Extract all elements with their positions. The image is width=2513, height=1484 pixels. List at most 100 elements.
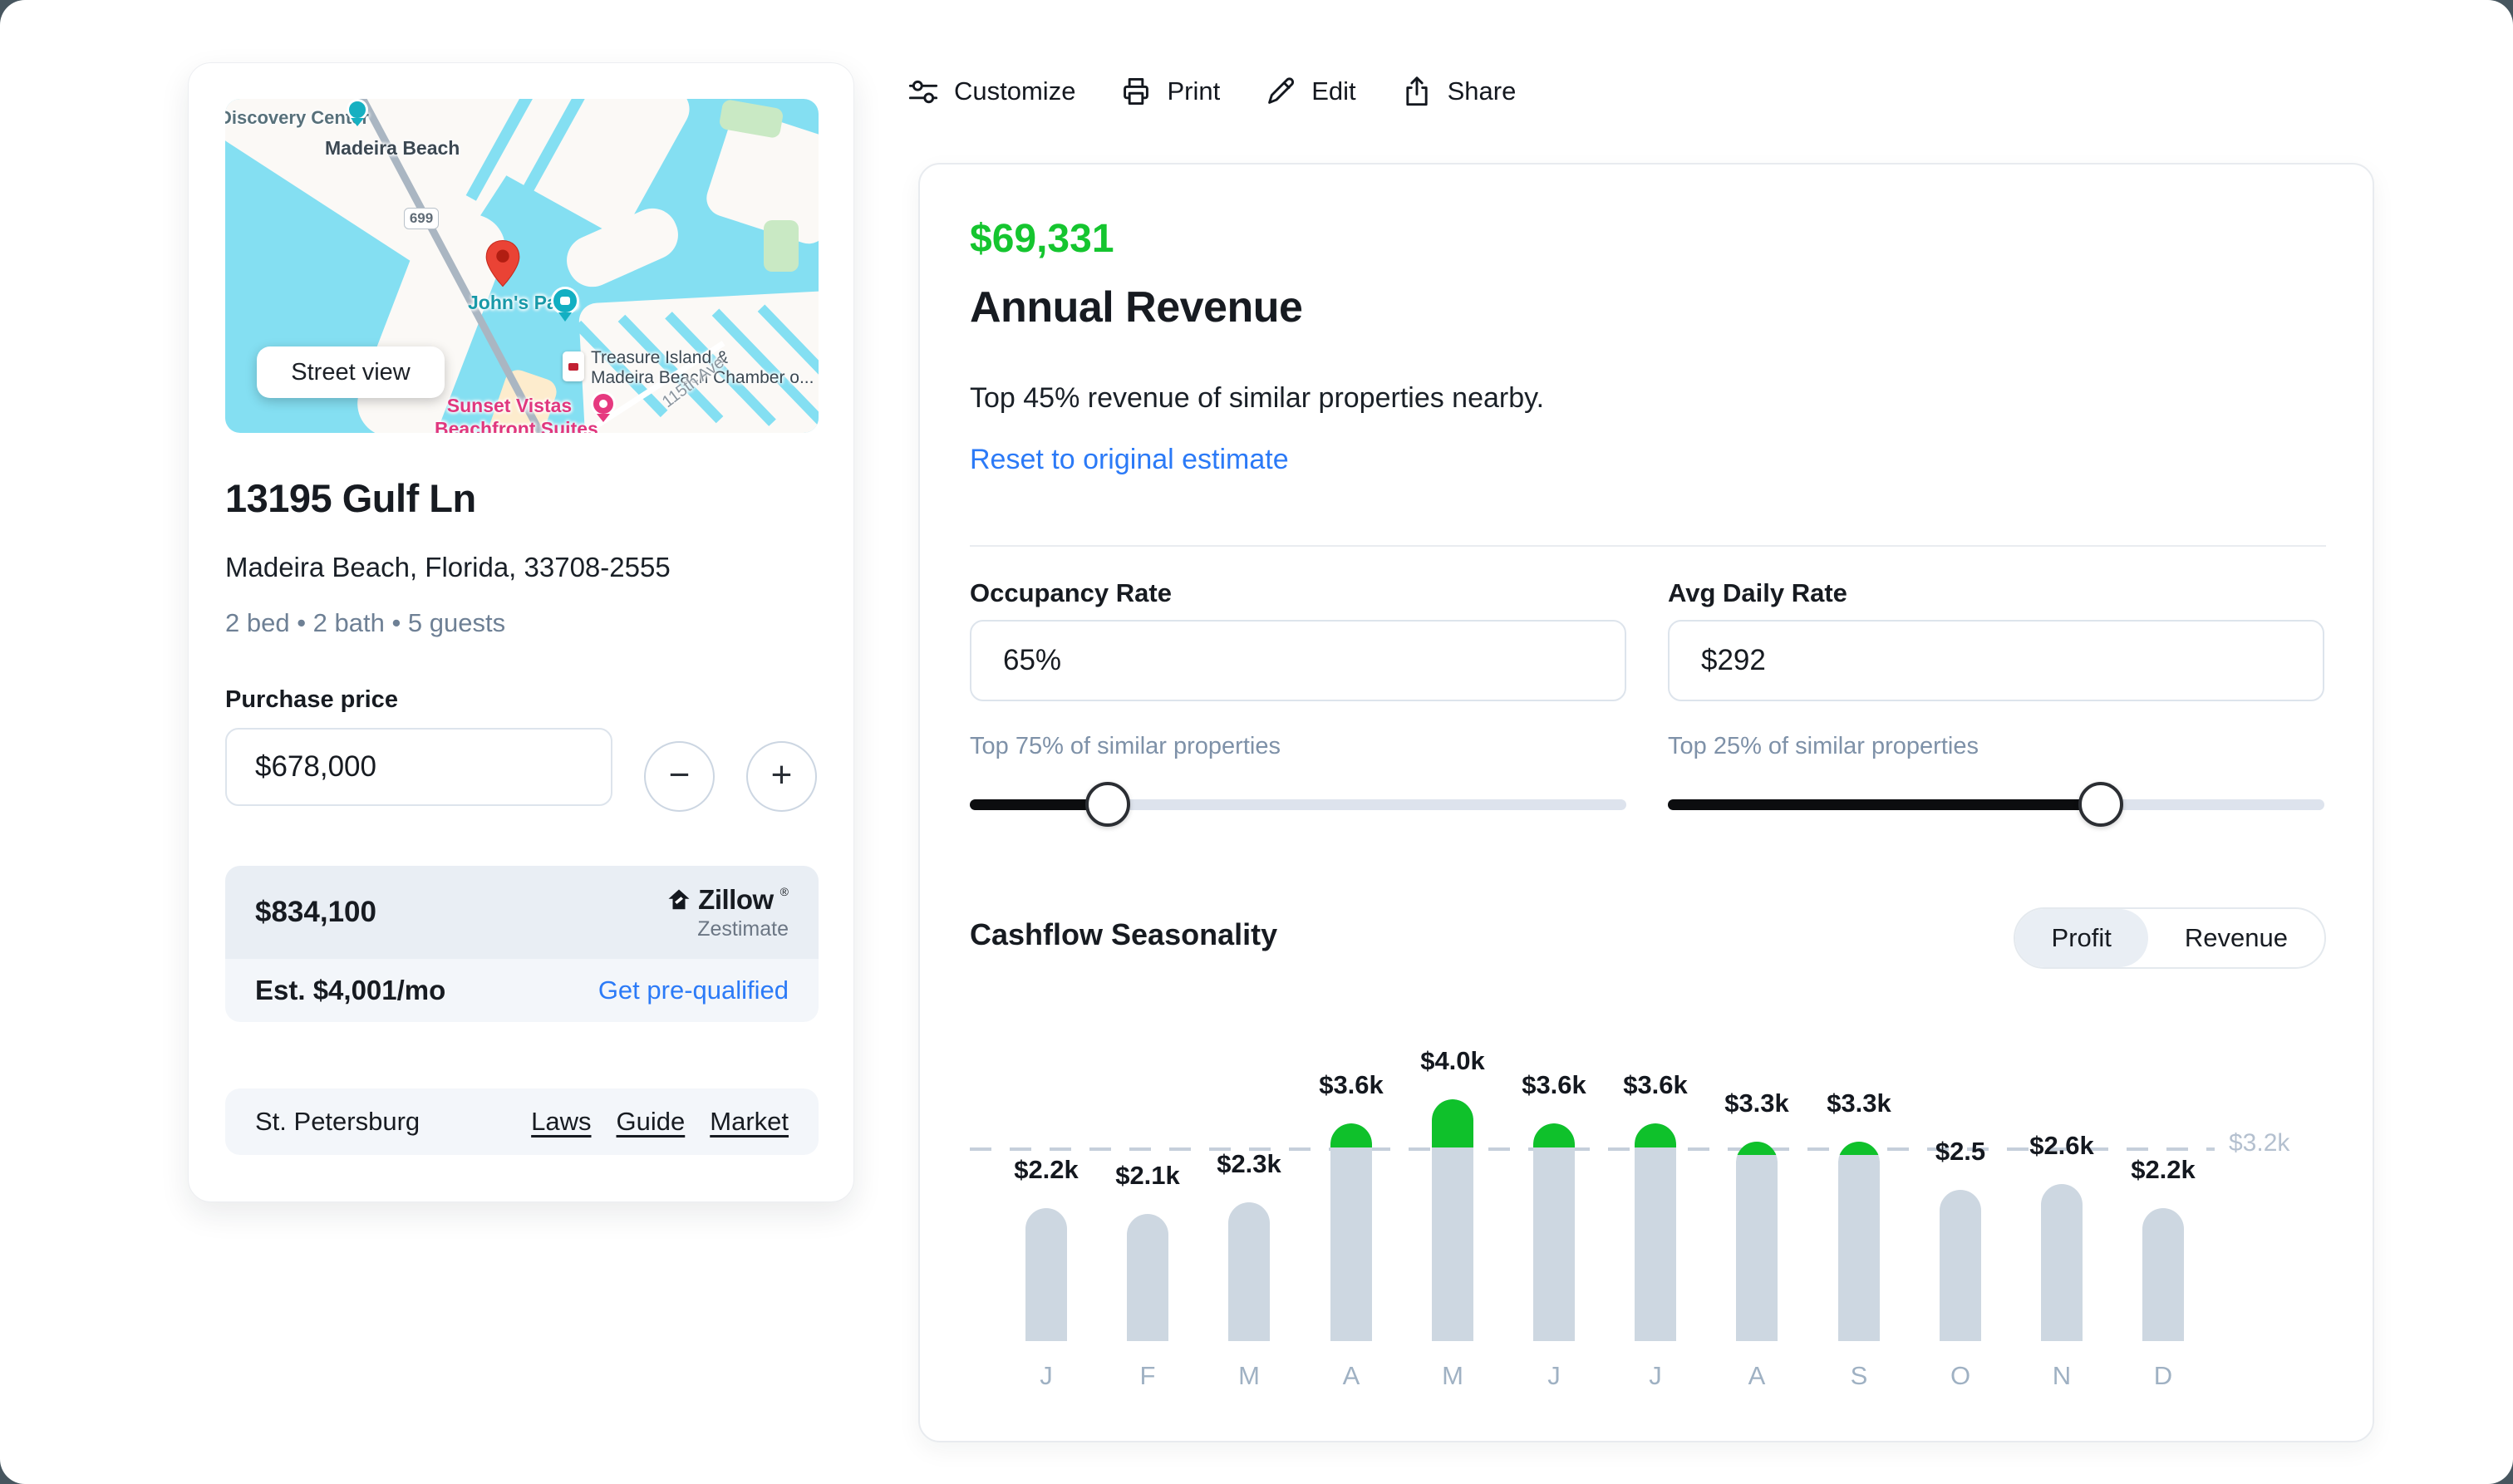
- chart-month-label: M: [1238, 1361, 1260, 1390]
- guide-link[interactable]: Guide: [616, 1107, 686, 1136]
- chart-month-label: J: [1040, 1361, 1053, 1390]
- occupancy-caption: Top 75% of similar properties: [970, 733, 1281, 759]
- increase-price-button[interactable]: +: [746, 741, 817, 812]
- chart-bar-profit-cap: [1432, 1099, 1473, 1147]
- customize-icon: [908, 80, 938, 104]
- occupancy-rate-input[interactable]: [970, 620, 1626, 701]
- prequalified-link[interactable]: Get pre-qualified: [598, 975, 789, 1005]
- map-route-badge: 699: [404, 208, 439, 229]
- market-row: St. Petersburg Laws Guide Market: [225, 1088, 819, 1155]
- share-button[interactable]: Share: [1401, 76, 1517, 107]
- annual-revenue-subtitle: Top 45% revenue of similar properties ne…: [970, 382, 1545, 414]
- chart-bar-profit-cap: [1330, 1123, 1372, 1147]
- chart-bar-value-label: $2.2k: [2131, 1155, 2196, 1184]
- chart-bar: [1432, 1099, 1473, 1341]
- chart-bar-value-label: $4.0k: [1420, 1046, 1485, 1075]
- chart-month-label: F: [1139, 1361, 1156, 1390]
- decrease-price-button[interactable]: −: [644, 741, 715, 812]
- annual-revenue-title: Annual Revenue: [970, 283, 1303, 332]
- mortgage-estimate: Est. $4,001/mo: [255, 975, 446, 1005]
- edit-label: Edit: [1311, 76, 1356, 106]
- customize-button[interactable]: Customize: [907, 76, 1075, 107]
- chart-bar: [1330, 1123, 1372, 1341]
- print-icon: [1124, 78, 1149, 105]
- chart-month-label: A: [1748, 1361, 1766, 1390]
- revenue-panel: $69,331 Annual Revenue Top 45% revenue o…: [918, 163, 2374, 1442]
- occupancy-rate-label: Occupancy Rate: [970, 578, 1172, 607]
- avg-daily-rate-input[interactable]: [1668, 620, 2324, 701]
- edit-button[interactable]: Edit: [1265, 76, 1356, 107]
- occupancy-slider-thumb[interactable]: [1084, 782, 1130, 827]
- chart-bar-value-label: $3.6k: [1522, 1070, 1586, 1099]
- chart-month-label: A: [1342, 1361, 1360, 1390]
- zillow-house-icon: [668, 889, 690, 909]
- chart-bar: [1838, 1142, 1880, 1341]
- map-pin-property-icon[interactable]: [484, 238, 521, 288]
- chart-month-label: D: [2153, 1361, 2173, 1390]
- zestimate-value: $834,100: [255, 896, 376, 928]
- zillow-brand: Zillow ® Zestimate: [666, 884, 789, 941]
- toggle-revenue[interactable]: Revenue: [2184, 923, 2288, 952]
- chart-bar-value-label: $2.3k: [1217, 1149, 1281, 1178]
- purchase-price-input[interactable]: [225, 728, 612, 806]
- adr-caption: Top 25% of similar properties: [1668, 733, 1979, 759]
- share-label: Share: [1447, 76, 1517, 106]
- street-view-button[interactable]: Street view: [257, 346, 445, 398]
- chart-month-label: J: [1547, 1361, 1561, 1390]
- zestimate-caption: Zestimate: [697, 916, 789, 941]
- adr-slider-fill: [1668, 799, 2102, 810]
- share-icon: [1405, 76, 1428, 106]
- chart-bar: [1127, 1214, 1168, 1341]
- threshold-dashed-line: [970, 1147, 2215, 1151]
- chart-bar: [1025, 1208, 1067, 1341]
- chart-bar-value-label: $2.1k: [1115, 1161, 1180, 1190]
- map-pin-discovery-icon[interactable]: [347, 99, 368, 126]
- map-label-city: Madeira Beach: [325, 137, 460, 159]
- section-divider: [970, 545, 2326, 547]
- chart-bar-value-label: $3.6k: [1319, 1070, 1384, 1099]
- map-chamber-icon[interactable]: [563, 351, 584, 381]
- registered-mark: ®: [779, 884, 789, 898]
- chart-bar-profit-cap: [1838, 1142, 1880, 1155]
- chart-bar: [1533, 1123, 1575, 1341]
- reset-estimate-link[interactable]: Reset to original estimate: [970, 444, 1289, 475]
- chart-bar-value-label: $2.5: [1935, 1137, 1986, 1166]
- occupancy-slider-track[interactable]: [970, 799, 1626, 810]
- property-card: Discovery Center Madeira Beach 699 John'…: [188, 62, 854, 1202]
- laws-link[interactable]: Laws: [531, 1107, 592, 1136]
- chart-month-label: J: [1649, 1361, 1662, 1390]
- market-link[interactable]: Market: [710, 1107, 789, 1136]
- occupancy-slider[interactable]: [970, 774, 1626, 833]
- chart-bar: [1635, 1123, 1676, 1341]
- cashflow-seasonality-title: Cashflow Seasonality: [970, 917, 1278, 951]
- customize-label: Customize: [954, 76, 1076, 106]
- chart-month-label: S: [1850, 1361, 1868, 1390]
- print-button[interactable]: Print: [1120, 76, 1220, 107]
- adr-slider[interactable]: [1668, 774, 2324, 833]
- map-pin-camera-icon[interactable]: [551, 287, 579, 322]
- toggle-profit[interactable]: Profit: [2014, 909, 2148, 967]
- toolbar: Customize Print Edit Share: [907, 71, 1516, 111]
- chart-bar: [1736, 1142, 1778, 1341]
- chart-month-label: O: [1950, 1361, 1971, 1390]
- map-pin-sunset-icon[interactable]: [591, 391, 616, 422]
- edit-icon: [1268, 77, 1295, 104]
- market-city: St. Petersburg: [255, 1107, 420, 1136]
- map-label-chamber: Treasure Island & Madeira Beach Chamber …: [591, 348, 814, 388]
- annual-revenue-amount: $69,331: [970, 217, 1114, 261]
- chart-bar-value-label: $3.6k: [1623, 1070, 1688, 1099]
- profit-revenue-toggle[interactable]: Profit Revenue: [2013, 907, 2326, 969]
- adr-slider-thumb[interactable]: [2078, 782, 2124, 827]
- property-specs: 2 bed • 2 bath • 5 guests: [225, 608, 506, 637]
- chart-bar: [1228, 1202, 1270, 1341]
- chart-bar: [1940, 1190, 1981, 1341]
- seasonality-chart: $3.2k $2.2k J $2.1k F $2.3k M $3.6k A $4.0k M $3.6…: [970, 1012, 2326, 1403]
- avg-daily-rate-label: Avg Daily Rate: [1668, 578, 1847, 607]
- zillow-wordmark: Zillow: [698, 883, 774, 915]
- property-map[interactable]: Discovery Center Madeira Beach 699 John'…: [225, 99, 819, 433]
- zestimate-block: $834,100 Zillow ® Zestimate Est. $4,001/m…: [225, 866, 819, 1022]
- chart-bar-value-label: $2.2k: [1014, 1155, 1079, 1184]
- chart-bar-value-label: $3.3k: [1724, 1088, 1789, 1118]
- chart-bar-value-label: $3.3k: [1827, 1088, 1891, 1118]
